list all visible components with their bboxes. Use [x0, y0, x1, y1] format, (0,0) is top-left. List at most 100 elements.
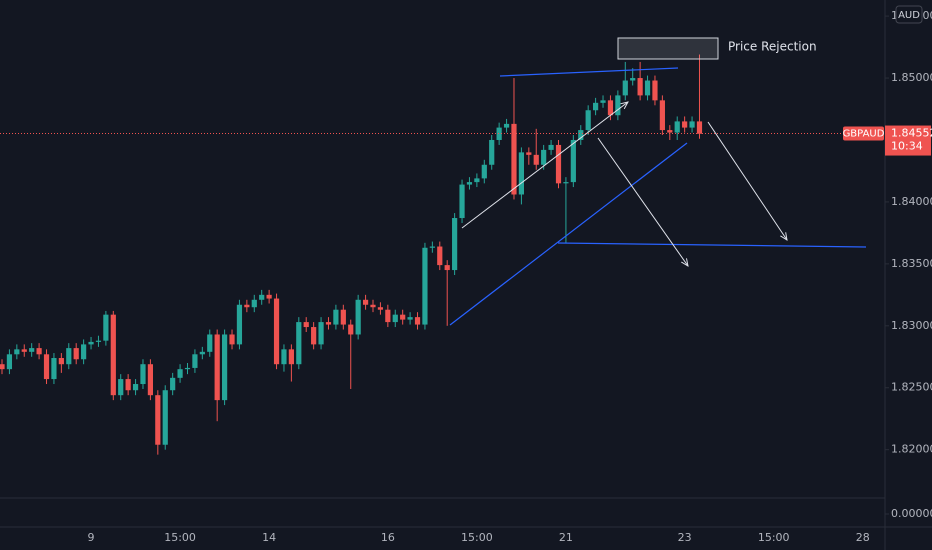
candle-body [177, 369, 183, 378]
y-tick-label: 1.85000 [891, 71, 932, 84]
y-tick-label: 1.82000 [891, 443, 932, 456]
candle-body [481, 164, 487, 179]
arrow [597, 137, 688, 266]
candle-body [630, 78, 636, 81]
candle-body [474, 178, 480, 183]
countdown: 10:34 [891, 140, 923, 153]
price-tag: 1.84552 [891, 127, 932, 140]
currency-button[interactable]: AUD [898, 10, 920, 21]
candle-body [29, 348, 35, 352]
candle-body [496, 127, 502, 140]
x-tick-label: 23 [678, 531, 692, 544]
candle-body [58, 358, 64, 365]
candle-body [674, 121, 680, 133]
x-tick-label: 15:00 [758, 531, 790, 544]
candle-body [118, 379, 124, 396]
candle-body [259, 294, 265, 300]
candle-body [637, 78, 643, 96]
lower-pane-tick-label: 0.00000 [891, 507, 932, 520]
candle-body [385, 309, 391, 323]
candle-body [214, 334, 220, 401]
y-tick-label: 1.84000 [891, 195, 932, 208]
candle-body [333, 309, 339, 325]
candle-body [281, 349, 287, 365]
candle-body [36, 348, 42, 355]
y-tick-label: 1.82500 [891, 381, 932, 394]
y-tick-label: 1.83500 [891, 257, 932, 270]
candle-body [392, 314, 398, 323]
x-tick-label: 15:00 [461, 531, 493, 544]
candle-body [503, 123, 510, 128]
currency-button-bg[interactable] [895, 5, 923, 24]
candle-body [548, 144, 554, 150]
candle-body [644, 80, 651, 96]
candle-body [14, 349, 20, 355]
support-line [557, 242, 867, 248]
candle-body [362, 299, 369, 305]
candle-body [682, 121, 688, 128]
candle-body [622, 80, 628, 96]
candle-body [6, 354, 13, 370]
candle-body [377, 307, 384, 310]
drawings: Price Rejection [449, 37, 867, 326]
candle-body [296, 322, 302, 365]
candle-body [184, 367, 191, 370]
candle-body [21, 349, 27, 352]
rejection-box [617, 37, 719, 60]
candle-body [615, 95, 621, 116]
arrow [461, 102, 628, 229]
candle-body [251, 299, 257, 308]
candle-body [466, 182, 473, 185]
candle-body [95, 340, 102, 342]
candle-body [273, 298, 280, 365]
candle-body [244, 304, 250, 308]
candle-body [0, 364, 5, 370]
arrow [707, 121, 787, 240]
candle-body [585, 110, 591, 131]
candle-body [311, 327, 317, 345]
candle-body [348, 324, 354, 335]
candle-body [170, 377, 176, 391]
candle-body [192, 354, 198, 368]
candle-body [555, 144, 562, 184]
symbol-tag-bg [843, 126, 884, 141]
candle-body [659, 100, 665, 131]
x-tick-label: 9 [88, 531, 95, 544]
candle-body [444, 265, 450, 271]
candle-body [689, 121, 695, 128]
axes: 1.82000 1.82500 1.83000 1.83500 1.84000 1.850… [0, 5, 932, 544]
candle-body [340, 309, 346, 325]
candle-body [43, 354, 50, 380]
candle-body [600, 100, 606, 103]
candle-body [511, 123, 517, 195]
candle-body [132, 384, 139, 391]
candle-body [570, 139, 576, 183]
candle-body [533, 154, 539, 165]
symbol-tag: GBPAUD [843, 129, 885, 140]
candle-body [288, 349, 294, 365]
candle-body [459, 184, 465, 219]
candle-body [155, 395, 161, 445]
candles [0, 54, 703, 455]
candle-body [370, 304, 376, 308]
candle-body [526, 152, 532, 155]
candle-body [325, 322, 332, 325]
candle-body [607, 100, 614, 116]
candle-body [452, 218, 458, 271]
x-tick-label: 21 [559, 531, 573, 544]
y-tick-label: 1.83000 [891, 319, 932, 332]
x-tick-label: 15:00 [164, 531, 196, 544]
candle-body [199, 351, 205, 355]
candle-body [407, 317, 413, 320]
x-tick-label: 16 [381, 531, 395, 544]
candle-body [437, 246, 443, 266]
candle-body [429, 246, 435, 248]
candle-body [103, 314, 109, 341]
candle-body [518, 152, 524, 195]
candle-body [541, 149, 547, 165]
candle-body [81, 344, 87, 360]
price-tag-bg [885, 125, 931, 156]
candle-body [66, 348, 72, 365]
